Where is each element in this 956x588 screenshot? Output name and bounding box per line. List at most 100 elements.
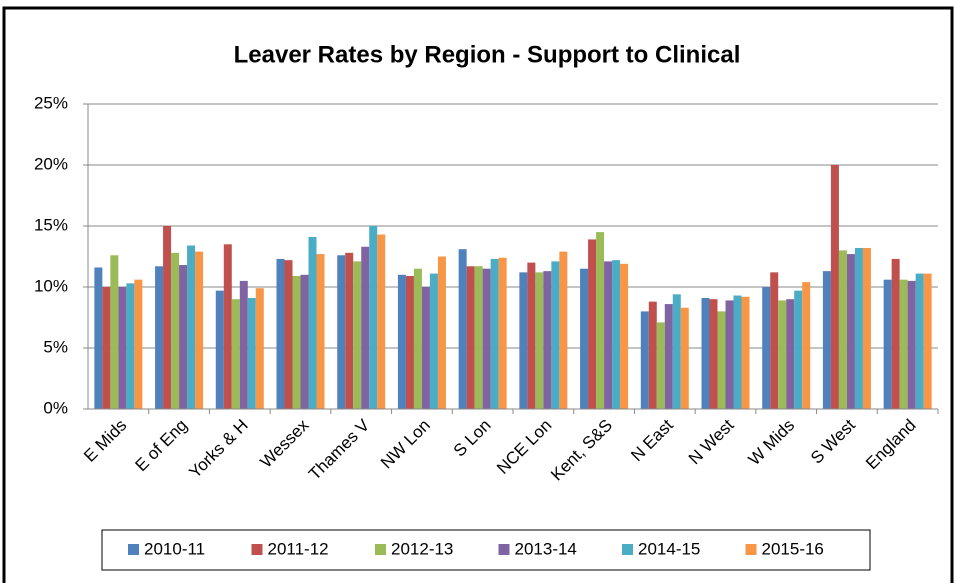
- legend-label: 2015-16: [762, 539, 824, 558]
- bar: [648, 301, 657, 409]
- bar: [429, 273, 438, 409]
- y-tick-label: 15%: [34, 215, 68, 234]
- bar: [620, 263, 629, 409]
- bar: [519, 272, 528, 409]
- legend-label: 2012-13: [391, 539, 453, 558]
- bar: [846, 254, 855, 409]
- bar: [490, 258, 499, 409]
- bar: [421, 287, 430, 409]
- bar: [535, 272, 544, 409]
- bar: [118, 287, 127, 409]
- bar: [891, 258, 900, 409]
- bar: [195, 251, 204, 409]
- bar: [316, 254, 325, 409]
- legend-swatch: [128, 544, 139, 555]
- legend-label: 2010-11: [144, 539, 205, 558]
- y-tick-label: 25%: [34, 93, 68, 112]
- bar: [580, 268, 589, 409]
- legend-swatch: [375, 544, 386, 555]
- bar: [862, 247, 871, 409]
- bar: [838, 250, 847, 409]
- bar: [292, 276, 301, 409]
- bar: [770, 272, 779, 409]
- bar: [482, 268, 491, 409]
- bar: [604, 261, 613, 409]
- legend-label: 2011-12: [268, 539, 329, 558]
- bar: [284, 260, 293, 409]
- bar: [778, 300, 787, 409]
- y-tick-label: 0%: [43, 398, 68, 417]
- y-tick-label: 10%: [34, 276, 68, 295]
- bar: [664, 304, 673, 409]
- bar: [672, 294, 681, 409]
- bar: [612, 260, 621, 409]
- bar: [337, 255, 346, 409]
- bar: [231, 299, 240, 409]
- bar: [377, 234, 386, 409]
- bar: [762, 287, 771, 409]
- bar: [102, 287, 111, 409]
- bar: [717, 311, 726, 409]
- bar: [247, 297, 256, 409]
- bar: [255, 288, 264, 409]
- bar: [680, 307, 689, 409]
- bar: [134, 279, 143, 409]
- legend-label: 2013-14: [515, 539, 577, 558]
- bar: [437, 256, 446, 409]
- bar: [883, 279, 892, 409]
- bar: [405, 276, 414, 409]
- bar: [474, 266, 483, 409]
- bar: [353, 261, 362, 409]
- bar: [640, 311, 649, 409]
- bar: [466, 266, 475, 409]
- legend-box: [101, 529, 871, 571]
- bar: [361, 246, 370, 409]
- bar: [741, 296, 750, 409]
- bar: [171, 252, 180, 409]
- bar: [596, 232, 605, 409]
- bar: [588, 239, 597, 409]
- bar: [276, 258, 285, 409]
- bar: [179, 265, 188, 409]
- legend-swatch: [745, 544, 757, 555]
- chart-title: Leaver Rates by Region - Support to Clin…: [234, 41, 741, 68]
- y-tick-label: 20%: [34, 154, 68, 173]
- bar: [794, 290, 803, 409]
- bar: [725, 300, 734, 409]
- bar: [551, 261, 560, 409]
- y-tick-label: 5%: [43, 337, 68, 356]
- bar: [308, 236, 317, 409]
- bar: [656, 322, 665, 409]
- bar: [458, 249, 467, 409]
- legend-swatch: [622, 544, 633, 555]
- bar: [126, 283, 135, 409]
- bar: [498, 257, 507, 409]
- legend-swatch: [251, 544, 263, 555]
- bar: [345, 252, 354, 409]
- bar: [94, 267, 103, 409]
- bar: [527, 262, 536, 409]
- bar: [802, 282, 811, 409]
- bar: [701, 297, 710, 409]
- bar: [854, 247, 863, 409]
- bar: [822, 271, 831, 409]
- bar: [786, 299, 795, 409]
- bar: [899, 279, 908, 409]
- bar: [223, 244, 232, 409]
- bar: [239, 280, 248, 409]
- bar: [923, 273, 932, 409]
- bar: [300, 274, 309, 409]
- bar: [559, 251, 568, 409]
- bar: [110, 255, 119, 409]
- bar: [397, 274, 406, 409]
- bar: [163, 226, 172, 409]
- bar: [413, 268, 422, 409]
- bar: [915, 273, 924, 409]
- bar: [907, 280, 916, 409]
- bar: [543, 271, 552, 409]
- bar: [733, 295, 742, 409]
- bar: [155, 266, 164, 409]
- bar: [369, 226, 378, 409]
